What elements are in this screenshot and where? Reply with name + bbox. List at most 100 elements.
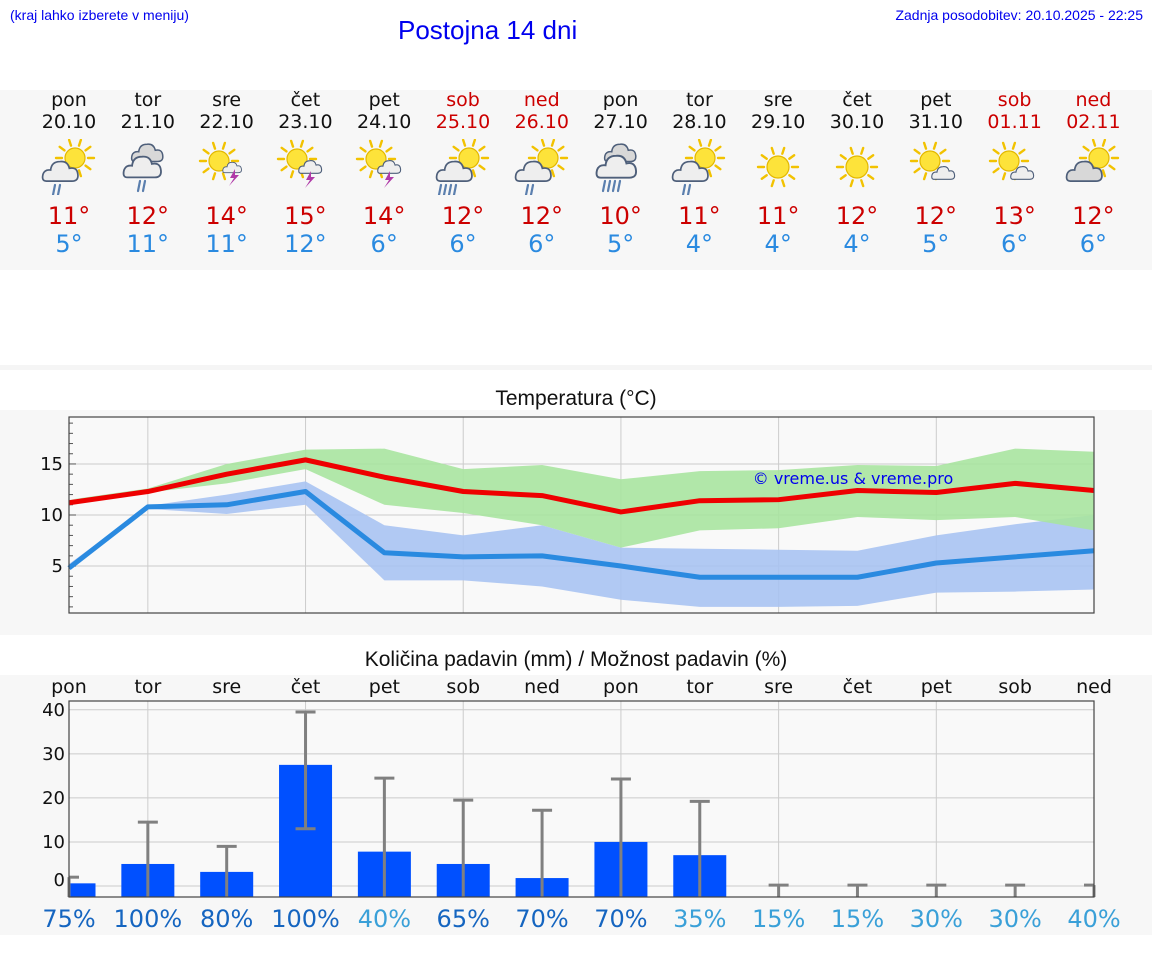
cloud-shape bbox=[1009, 166, 1034, 180]
day-forecast-9: sre 29.10 11° 4° bbox=[738, 89, 818, 258]
min-temperature: 5° bbox=[606, 230, 635, 258]
day-date: 31.10 bbox=[908, 111, 963, 133]
x-day-label: sob bbox=[446, 676, 480, 698]
day-name: pet bbox=[368, 89, 400, 111]
page-title: Postojna 14 dni bbox=[398, 15, 578, 45]
x-day-label: ned bbox=[1076, 676, 1112, 698]
x-day-label: tor bbox=[134, 676, 161, 698]
cloud-shape bbox=[435, 160, 473, 182]
min-temperature: 6° bbox=[449, 230, 477, 258]
precip-probability-label: 30% bbox=[910, 905, 963, 933]
x-day-label: sob bbox=[998, 676, 1032, 698]
day-date: 30.10 bbox=[829, 111, 885, 133]
day-name: ned bbox=[523, 89, 560, 111]
y-tick-label: 40 bbox=[42, 700, 65, 721]
day-date: 27.10 bbox=[593, 111, 648, 133]
plot-background bbox=[69, 701, 1094, 897]
error-bar bbox=[295, 710, 316, 831]
day-forecast-0: pon 20.10 11° 5° bbox=[29, 89, 109, 258]
watermark: © vreme.us & vreme.pro bbox=[753, 469, 954, 488]
x-day-label: pet bbox=[921, 676, 952, 698]
x-day-label: čet bbox=[291, 676, 321, 698]
max-temperature: 12° bbox=[441, 202, 485, 230]
day-forecast-10: čet 30.10 12° 4° bbox=[817, 89, 897, 258]
max-temperature: 10° bbox=[599, 202, 642, 230]
sun-cloud-rain-icon bbox=[514, 138, 568, 197]
temperature-chart-title: Temperatura (°C) bbox=[495, 387, 657, 410]
day-name: čet bbox=[842, 89, 872, 111]
sun-shape bbox=[54, 138, 96, 178]
day-date: 29.10 bbox=[750, 111, 806, 133]
x-day-label: sre bbox=[764, 676, 793, 698]
plot-frame bbox=[68, 700, 1095, 898]
day-date: 25.10 bbox=[435, 111, 491, 133]
max-temperature: 12° bbox=[520, 202, 564, 230]
max-temperature: 14° bbox=[205, 202, 248, 230]
sun-shape bbox=[198, 141, 239, 181]
max-temperature: 11° bbox=[756, 202, 800, 230]
min-temperature: 11° bbox=[205, 230, 248, 258]
sun-storm-icon bbox=[198, 141, 242, 186]
precip-probability-label: 35% bbox=[673, 905, 726, 933]
day-name: pon bbox=[602, 89, 639, 111]
day-name: sob bbox=[446, 89, 480, 111]
precipitation-chart-title: Količina padavin (mm) / Možnost padavin … bbox=[364, 648, 788, 671]
error-bar bbox=[847, 883, 868, 897]
sun-behind-cloud-icon bbox=[1066, 138, 1120, 182]
cloud-shape bbox=[377, 160, 402, 174]
cloud-shape bbox=[1066, 160, 1104, 182]
x-day-label: ned bbox=[524, 676, 560, 698]
x-day-label: pon bbox=[603, 676, 639, 698]
cloud-shape bbox=[122, 155, 162, 179]
precip-probability-label: 40% bbox=[358, 905, 411, 933]
cloud-shape bbox=[595, 154, 637, 179]
day-forecast-6: ned 26.10 12° 6° bbox=[502, 89, 582, 258]
error-bar bbox=[768, 883, 789, 897]
sun-cloud-heavy-rain-icon bbox=[435, 138, 490, 197]
error-bar bbox=[926, 883, 947, 897]
max-temperature: 12° bbox=[835, 202, 879, 230]
x-day-label: čet bbox=[843, 676, 873, 698]
cloud-shape bbox=[930, 166, 955, 180]
cloud-rain-icon bbox=[122, 143, 164, 193]
max-temperature: 12° bbox=[1072, 202, 1115, 230]
section-divider bbox=[0, 365, 1152, 370]
sun-cloud-storm-icon bbox=[277, 139, 323, 188]
last-updated: Zadnja posodobitev: 20.10.2025 - 22:25 bbox=[895, 7, 1143, 23]
day-date: 02.11 bbox=[1066, 111, 1121, 133]
day-name: pon bbox=[51, 89, 87, 111]
day-name: sre bbox=[212, 89, 242, 111]
max-temperature: 11° bbox=[47, 202, 91, 230]
day-name: sob bbox=[997, 89, 1032, 111]
plot-frame bbox=[68, 416, 1095, 614]
day-date: 23.10 bbox=[278, 111, 333, 133]
min-temperature: 4° bbox=[764, 230, 792, 258]
precip-probability-label: 100% bbox=[271, 905, 340, 933]
sun-icon bbox=[835, 146, 879, 188]
day-forecast-12: sob 01.11 13° 6° bbox=[975, 89, 1055, 258]
temperature-chart: 15 10 5 © vreme.us & vreme.pro bbox=[40, 416, 1095, 614]
max-temperature: 12° bbox=[126, 202, 170, 230]
min-temperature: 4° bbox=[843, 230, 871, 258]
precip-bar bbox=[69, 883, 96, 897]
precip-probability-label: 15% bbox=[752, 905, 805, 933]
day-name: sre bbox=[763, 89, 793, 111]
sun-icon bbox=[756, 146, 800, 188]
day-date: 28.10 bbox=[672, 111, 727, 133]
sun-small-cloud-icon bbox=[909, 141, 955, 181]
day-forecast-4: pet 24.10 14° 6° bbox=[344, 89, 424, 258]
cloud-shape bbox=[672, 160, 710, 182]
day-forecast-8: tor 28.10 11° 4° bbox=[659, 89, 739, 258]
error-bar bbox=[216, 844, 237, 897]
precip-probability-label: 80% bbox=[200, 905, 253, 933]
y-tick-label: 15 bbox=[40, 454, 63, 475]
sun-cloud-rain-icon bbox=[672, 138, 726, 197]
cloud-shape bbox=[514, 160, 552, 182]
error-bar bbox=[689, 799, 710, 897]
min-temperature: 6° bbox=[528, 230, 556, 258]
day-forecast-13: ned 02.11 12° 6° bbox=[1053, 89, 1133, 258]
precip-probability-label: 100% bbox=[114, 905, 183, 933]
error-bar bbox=[374, 776, 395, 897]
day-forecast-2: sre 22.10 14° 11° bbox=[187, 89, 267, 258]
error-bar bbox=[610, 777, 631, 897]
